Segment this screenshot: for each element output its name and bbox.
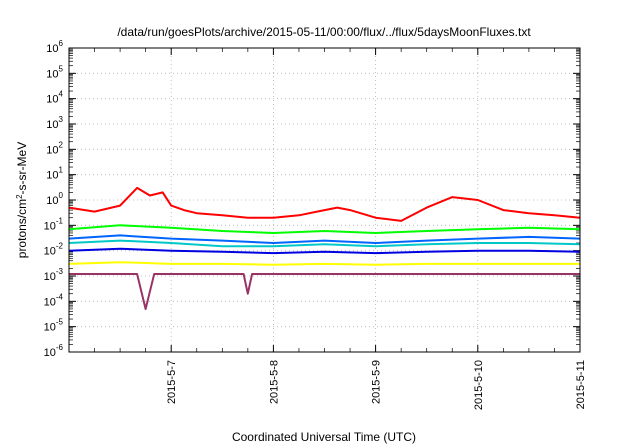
y-tick-exponent: -1 xyxy=(56,216,64,225)
y-tick-base: 10 xyxy=(46,195,58,207)
y-tick-label: 10-1 xyxy=(44,216,64,232)
y-tick-exponent: -3 xyxy=(56,267,64,276)
y-tick-base: 10 xyxy=(44,246,56,258)
y-axis-label-main: protons/cm xyxy=(15,199,29,258)
y-tick-exponent: 6 xyxy=(59,39,64,48)
series-group xyxy=(68,186,581,310)
y-axis-label: protons/cm2-s-sr-MeV xyxy=(15,142,30,258)
series-line-1 xyxy=(68,186,581,222)
y-tick-base: 10 xyxy=(46,68,58,80)
y-tick-label: 105 xyxy=(46,64,63,80)
y-tick-base: 10 xyxy=(46,43,58,55)
y-tick-label: 10-2 xyxy=(44,242,64,258)
y-tick-exponent: 4 xyxy=(59,90,64,99)
y-tick-exponent: 2 xyxy=(59,140,64,149)
y-tick-exponent: -5 xyxy=(56,318,64,327)
series-line-2 xyxy=(68,224,581,234)
y-tick-exponent: 1 xyxy=(59,166,64,175)
y-tick-base: 10 xyxy=(44,271,56,283)
y-tick-label: 10-4 xyxy=(44,292,64,308)
y-tick-label: 102 xyxy=(46,140,63,156)
y-tick-base: 10 xyxy=(46,119,58,131)
series-line-7 xyxy=(69,273,580,310)
y-tick-label: 10-3 xyxy=(44,267,64,283)
y-tick-exponent: 5 xyxy=(59,64,64,73)
y-tick-exponent: -2 xyxy=(56,242,64,251)
y-tick-exponent: 0 xyxy=(59,191,64,200)
y-tick-base: 10 xyxy=(44,220,56,232)
x-axis-ticks: 2015-5-7 2015-5-8 2015-5-9 2015-5-10 2015-5-… xyxy=(94,48,587,410)
y-tick-exponent: -6 xyxy=(56,343,64,352)
y-tick-label: 10-5 xyxy=(44,318,64,334)
x-tick-label: 2015-5-7 xyxy=(166,360,178,404)
y-tick-label: 100 xyxy=(46,191,63,207)
x-tick-label: 2015-5-9 xyxy=(371,360,383,404)
y-tick-base: 10 xyxy=(46,144,58,156)
y-tick-exponent: -4 xyxy=(56,292,64,301)
series-line-3 xyxy=(68,239,581,248)
y-tick-base: 10 xyxy=(44,322,56,334)
plot-frame xyxy=(68,47,581,353)
y-tick-base: 10 xyxy=(46,94,58,106)
y-tick-label: 101 xyxy=(46,166,63,182)
x-tick-label: 2015-5-11 xyxy=(575,360,587,409)
x-tick-label: 2015-5-8 xyxy=(268,360,280,404)
y-axis-ticks: 10-610-510-410-310-210-11001011021031041… xyxy=(44,39,580,359)
y-tick-exponent: 3 xyxy=(59,115,64,124)
y-tick-label: 104 xyxy=(46,90,63,106)
y-axis-label-rest: -s-sr-MeV xyxy=(15,142,29,195)
y-tick-label: 106 xyxy=(46,39,63,55)
y-axis-label-sup: 2 xyxy=(15,194,24,199)
y-tick-label: 10-6 xyxy=(44,343,64,359)
series-line-5 xyxy=(68,247,581,255)
chart-title: /data/run/goesPlots/archive/2015-05-11/0… xyxy=(117,25,531,39)
y-tick-base: 10 xyxy=(46,170,58,182)
x-tick-label: 2015-5-10 xyxy=(473,360,485,410)
series-line-4 xyxy=(68,234,581,244)
y-tick-base: 10 xyxy=(44,347,56,359)
y-tick-label: 103 xyxy=(46,115,63,131)
y-tick-base: 10 xyxy=(44,296,56,308)
x-axis-label: Coordinated Universal Time (UTC) xyxy=(232,430,416,444)
series-line-6 xyxy=(68,261,580,266)
